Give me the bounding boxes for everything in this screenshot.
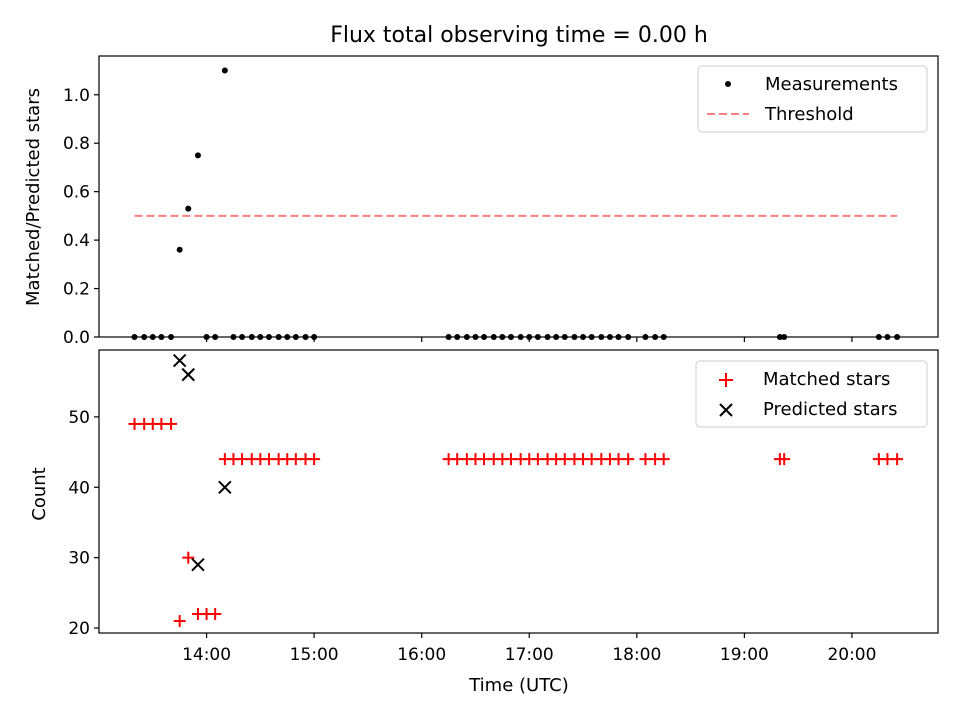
predicted-star-point	[181, 367, 195, 382]
top-y-tick-label: 0.0	[63, 328, 90, 348]
predicted-star-point	[191, 558, 205, 572]
chart-title: Flux total observing time = 0.00 h	[330, 23, 708, 48]
x-tick-label: 16:00	[397, 645, 446, 665]
top-axes-frame	[98, 55, 939, 338]
bottom-y-tick-label: 20	[68, 619, 90, 639]
bottom-legend: Matched stars Predicted stars	[695, 360, 928, 428]
matched-star-point	[622, 453, 635, 466]
legend-matched-marker	[719, 373, 733, 387]
bottom-y-tick-label: 50	[68, 408, 90, 428]
matched-star-point	[891, 453, 904, 466]
legend-threshold-label: Threshold	[764, 104, 854, 125]
bottom-y-tick-label: 30	[68, 549, 90, 569]
top-legend-frame	[697, 65, 928, 133]
x-axis-label: Time (UTC)	[468, 675, 569, 696]
predicted-star-point	[218, 480, 232, 494]
top-y-tick-label: 0.4	[63, 231, 90, 251]
top-y-tick-label: 0.8	[63, 134, 90, 154]
measurement-point	[185, 205, 192, 212]
matched-star-point	[173, 615, 186, 628]
matched-star-point	[657, 453, 670, 466]
top-y-tick-label: 1.0	[63, 86, 90, 106]
top-y-tick-label: 0.2	[63, 280, 90, 300]
legend-matched-label: Matched stars	[763, 369, 890, 390]
x-tick-label: 20:00	[827, 645, 876, 665]
x-tick-label: 18:00	[612, 645, 661, 665]
matched-star-point	[308, 453, 321, 466]
matched-star-point	[778, 453, 791, 466]
matched-star-point	[209, 607, 222, 620]
matched-star-point	[182, 551, 195, 564]
bottom-axes-frame	[98, 349, 939, 634]
x-tick-label: 17:00	[505, 645, 554, 665]
measurement-point	[221, 67, 228, 74]
matched-star-point	[165, 417, 178, 430]
x-tick-label: 14:00	[182, 645, 231, 665]
top-legend: Measurements Threshold	[697, 65, 928, 133]
top-y-axis-label: Matched/Predicted stars	[23, 88, 44, 306]
legend-predicted-label: Predicted stars	[763, 399, 897, 420]
bottom-y-axis-label: Count	[29, 467, 50, 520]
legend-measurements-marker	[725, 81, 731, 87]
bottom-panel: 20 30 40 50 14:00 15:00 16:00 17:00 18:00 19:00 2…	[29, 349, 939, 696]
legend-predicted-marker	[719, 403, 733, 417]
measurement-point	[194, 152, 201, 159]
x-tick-label: 15:00	[290, 645, 339, 665]
measurement-point	[176, 246, 183, 253]
bottom-y-tick-label: 40	[68, 478, 90, 498]
top-panel: 0.0 0.2 0.4 0.6 0.8 1.0 Matched/Predicted sta…	[23, 55, 939, 348]
top-y-tick-label: 0.6	[63, 183, 90, 203]
x-tick-label: 19:00	[720, 645, 769, 665]
bottom-legend-frame	[695, 360, 928, 428]
legend-measurements-label: Measurements	[765, 74, 898, 95]
predicted-star-point	[172, 353, 187, 368]
